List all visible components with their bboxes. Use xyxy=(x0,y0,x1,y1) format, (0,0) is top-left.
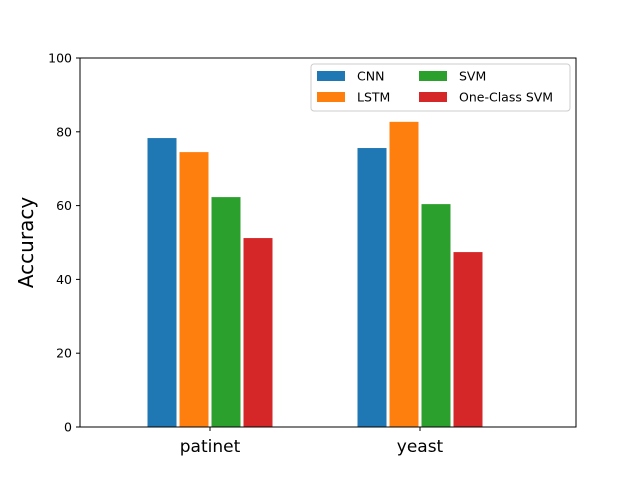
x-tick-label-yeast: yeast xyxy=(397,437,444,457)
y-tick-label: 0 xyxy=(64,420,72,435)
bar-cnn-yeast xyxy=(357,148,387,428)
bar-lstm-yeast xyxy=(389,121,419,427)
bar-svm-patinet xyxy=(211,197,241,427)
y-tick-label: 20 xyxy=(56,346,72,361)
y-tick-label: 100 xyxy=(48,51,72,66)
legend-swatch-svm xyxy=(419,71,447,81)
x-axis: patinet yeast xyxy=(180,427,444,457)
x-tick-label-patinet: patinet xyxy=(180,437,241,457)
y-tick-label: 80 xyxy=(56,124,72,139)
legend-swatch-cnn xyxy=(317,71,345,81)
y-axis: 0 20 40 60 80 100 xyxy=(48,51,80,435)
y-tick-label: 40 xyxy=(56,272,72,287)
bars-layer xyxy=(147,121,483,428)
legend-label-one-class-svm: One-Class SVM xyxy=(459,90,553,105)
bar-cnn-patinet xyxy=(147,138,177,427)
bar-svm-yeast xyxy=(421,204,451,427)
legend: CNN LSTM SVM One-Class SVM xyxy=(310,63,571,112)
y-tick-label: 60 xyxy=(56,198,72,213)
bar-one-class-svm-patinet xyxy=(243,238,273,427)
legend-label-cnn: CNN xyxy=(357,69,384,84)
legend-swatch-one-class-svm xyxy=(419,92,447,102)
legend-label-lstm: LSTM xyxy=(357,90,390,105)
bar-lstm-patinet xyxy=(179,152,209,427)
bar-one-class-svm-yeast xyxy=(453,252,483,427)
legend-box xyxy=(310,63,571,112)
legend-swatch-lstm xyxy=(317,92,345,102)
legend-label-svm: SVM xyxy=(459,69,486,84)
y-axis-label: Accuracy xyxy=(14,197,38,288)
plot-frame xyxy=(79,57,577,428)
